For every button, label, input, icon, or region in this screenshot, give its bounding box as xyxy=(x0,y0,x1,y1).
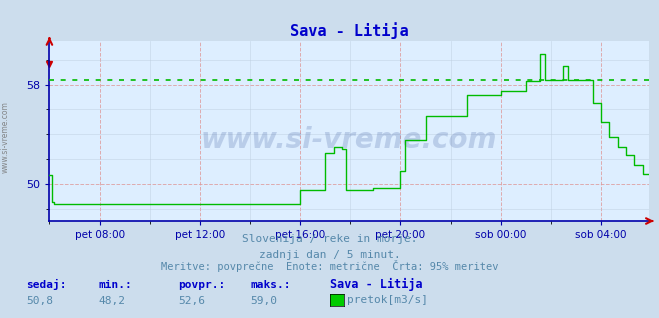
Text: www.si-vreme.com: www.si-vreme.com xyxy=(1,101,10,173)
Title: Sava - Litija: Sava - Litija xyxy=(290,22,409,39)
Text: min.:: min.: xyxy=(99,280,132,290)
Text: zadnji dan / 5 minut.: zadnji dan / 5 minut. xyxy=(258,250,401,259)
Text: 50,8: 50,8 xyxy=(26,296,53,306)
Text: Meritve: povprečne  Enote: metrične  Črta: 95% meritev: Meritve: povprečne Enote: metrične Črta:… xyxy=(161,260,498,272)
Text: pretok[m3/s]: pretok[m3/s] xyxy=(347,295,428,305)
Text: sedaj:: sedaj: xyxy=(26,279,67,290)
Text: 59,0: 59,0 xyxy=(250,296,277,306)
Text: Slovenija / reke in morje.: Slovenija / reke in morje. xyxy=(242,234,417,244)
Text: 52,6: 52,6 xyxy=(178,296,205,306)
Text: 48,2: 48,2 xyxy=(99,296,126,306)
Text: www.si-vreme.com: www.si-vreme.com xyxy=(201,126,498,154)
Text: Sava - Litija: Sava - Litija xyxy=(330,278,422,291)
Text: povpr.:: povpr.: xyxy=(178,280,225,290)
Text: maks.:: maks.: xyxy=(250,280,291,290)
